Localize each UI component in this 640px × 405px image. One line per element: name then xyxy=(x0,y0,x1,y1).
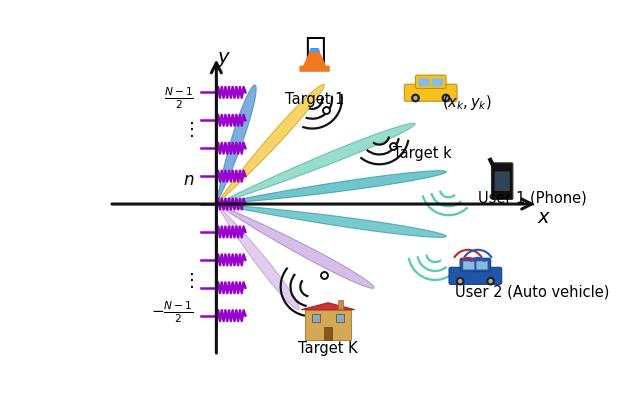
Text: 🚦: 🚦 xyxy=(304,35,325,68)
Circle shape xyxy=(486,277,495,286)
Polygon shape xyxy=(216,86,256,205)
FancyBboxPatch shape xyxy=(476,262,488,270)
Circle shape xyxy=(456,277,465,286)
FancyBboxPatch shape xyxy=(339,301,343,309)
Text: $\vdots$: $\vdots$ xyxy=(182,119,194,138)
Text: $-\frac{N-1}{2}$: $-\frac{N-1}{2}$ xyxy=(152,299,194,324)
FancyBboxPatch shape xyxy=(463,262,474,270)
FancyBboxPatch shape xyxy=(324,327,332,340)
Circle shape xyxy=(413,96,418,101)
FancyBboxPatch shape xyxy=(419,79,429,87)
FancyBboxPatch shape xyxy=(432,79,443,87)
Text: $\frac{N-1}{2}$: $\frac{N-1}{2}$ xyxy=(164,85,194,110)
FancyBboxPatch shape xyxy=(336,315,344,323)
Polygon shape xyxy=(312,42,317,49)
Polygon shape xyxy=(301,303,355,310)
Circle shape xyxy=(488,279,493,283)
FancyBboxPatch shape xyxy=(300,66,330,72)
Text: $(x_k, y_k)$: $(x_k, y_k)$ xyxy=(442,93,492,111)
FancyBboxPatch shape xyxy=(404,85,457,102)
Circle shape xyxy=(442,94,451,103)
FancyBboxPatch shape xyxy=(495,172,509,192)
Text: Target 1: Target 1 xyxy=(285,92,344,107)
FancyBboxPatch shape xyxy=(460,258,491,272)
FancyBboxPatch shape xyxy=(449,268,502,285)
Circle shape xyxy=(411,94,420,103)
Text: Target K: Target K xyxy=(298,340,358,355)
Text: $x$: $x$ xyxy=(538,207,552,226)
Polygon shape xyxy=(216,85,324,205)
Text: $\vdots$: $\vdots$ xyxy=(182,271,194,290)
Circle shape xyxy=(458,279,462,283)
Text: User 2 (Auto vehicle): User 2 (Auto vehicle) xyxy=(455,284,610,299)
Polygon shape xyxy=(309,48,320,53)
Text: $y$: $y$ xyxy=(217,50,232,69)
Text: User 1 (Phone): User 1 (Phone) xyxy=(477,190,586,205)
Circle shape xyxy=(444,96,448,101)
Text: Target k: Target k xyxy=(393,146,451,161)
Text: $n$: $n$ xyxy=(182,171,194,189)
Polygon shape xyxy=(302,42,327,68)
FancyBboxPatch shape xyxy=(312,315,320,323)
FancyBboxPatch shape xyxy=(492,164,513,200)
FancyBboxPatch shape xyxy=(305,310,351,340)
FancyBboxPatch shape xyxy=(415,76,446,89)
